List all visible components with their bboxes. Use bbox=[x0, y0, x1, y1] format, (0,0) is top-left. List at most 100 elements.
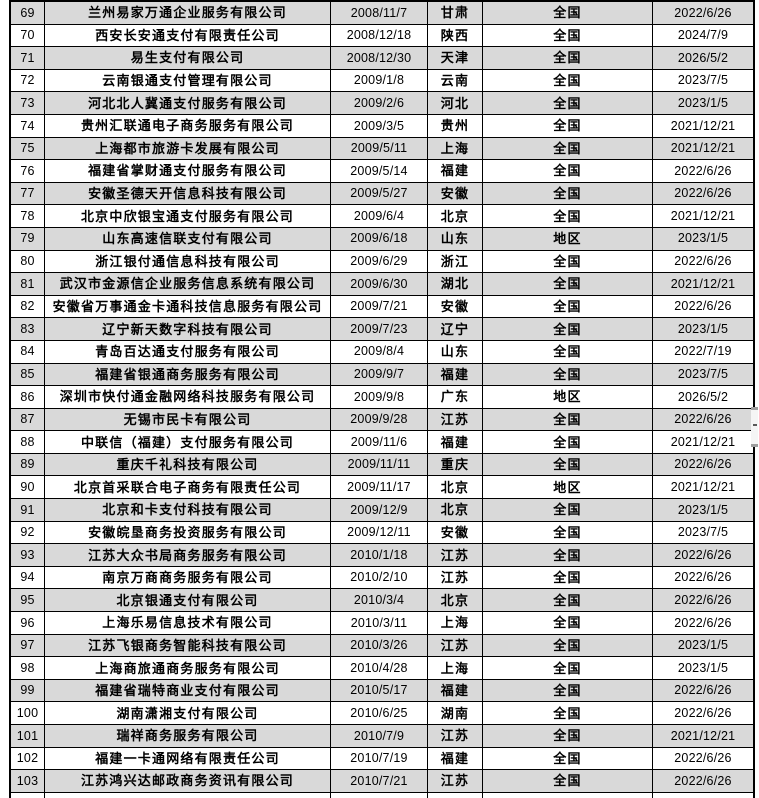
table-row: 87 无锡市民卡有限公司 2009/9/28 江苏 全国 2022/6/26 bbox=[11, 408, 753, 432]
cell-business-scope: 全国 bbox=[483, 634, 653, 658]
cell-license-date: 2009/5/14 bbox=[331, 160, 428, 183]
cell-row-number: 101 bbox=[11, 725, 45, 748]
cell-expiry-date: 2021/12/21 bbox=[653, 115, 753, 138]
cell-license-date: 2009/9/28 bbox=[331, 408, 428, 432]
cell-row-number: 80 bbox=[11, 250, 45, 274]
cell-row-number: 82 bbox=[11, 295, 45, 319]
cell-license-date: 2009/6/18 bbox=[331, 227, 428, 251]
cell-row-number: 90 bbox=[11, 476, 45, 500]
cell-license-date: 2009/5/27 bbox=[331, 182, 428, 206]
table-row: 96 上海乐易信息技术有限公司 2010/3/11 上海 全国 2022/6/26 bbox=[11, 612, 753, 635]
cell-business-scope: 全国 bbox=[483, 250, 653, 274]
cell-company-name: 北京中欣银宝通支付服务有限公司 bbox=[45, 205, 331, 228]
cell-license-date: 2009/2/6 bbox=[331, 92, 428, 115]
table-row: 103 江苏鸿兴达邮政商务资讯有限公司 2010/7/21 江苏 全国 2022/6/26 bbox=[11, 770, 753, 793]
cell-province: 安徽 bbox=[428, 521, 483, 545]
table-row: 93 江苏大众书局商务服务有限公司 2010/1/18 江苏 全国 2022/6/26 bbox=[11, 544, 753, 567]
cell-row-number: 97 bbox=[11, 634, 45, 658]
cell-company-name: 福建省掌财通支付服务有限公司 bbox=[45, 160, 331, 183]
cell-expiry-date: 2023/1/5 bbox=[653, 318, 753, 341]
table-row: 73 河北北人冀通支付服务有限公司 2009/2/6 河北 全国 2023/1/5 bbox=[11, 92, 753, 115]
table-row: 97 江苏飞银商务智能科技有限公司 2010/3/26 江苏 全国 2023/1/5 bbox=[11, 634, 753, 658]
table-row: 77 安徽圣德天开信息科技有限公司 2009/5/27 安徽 全国 2022/6/26 bbox=[11, 182, 753, 206]
table-row: 100 湖南潇湘支付有限公司 2010/6/25 湖南 全国 2022/6/26 bbox=[11, 702, 753, 725]
cell-expiry-date: 2024/7/9 bbox=[653, 25, 753, 48]
cell-expiry-date: 2026/5/2 bbox=[653, 47, 753, 70]
table-row: 80 浙江银付通信息科技有限公司 2009/6/29 浙江 全国 2022/6/26 bbox=[11, 250, 753, 274]
cell-company-name: 无锡市民卡有限公司 bbox=[45, 408, 331, 432]
cell-company-name: 北京首采联合电子商务有限责任公司 bbox=[45, 476, 331, 500]
cell-business-scope: 全国 bbox=[483, 114, 653, 138]
cell-expiry-date: 2021/12/21 bbox=[653, 273, 753, 296]
cell-company-name: 云南银通支付管理有限公司 bbox=[45, 69, 331, 93]
cell-expiry-date: 2021/12/21 bbox=[653, 138, 753, 161]
cell-license-date: 2009/11/17 bbox=[331, 476, 428, 500]
cell-license-date: 2010/3/11 bbox=[331, 612, 428, 635]
cell-company-name: 江苏大众书局商务服务有限公司 bbox=[45, 544, 331, 567]
cell-province: 河北 bbox=[428, 92, 483, 115]
cell-expiry-date: 2022/6/26 bbox=[653, 770, 753, 793]
cell-row-number: 69 bbox=[11, 2, 45, 25]
cell-row-number: 84 bbox=[11, 340, 45, 364]
cell-row-number: 93 bbox=[11, 544, 45, 567]
cell-row-number: 72 bbox=[11, 69, 45, 93]
cell-license-date: 2010/7/19 bbox=[331, 747, 428, 771]
cell-province: 广东 bbox=[428, 386, 483, 409]
cell-company-name: 安徽圣德天开信息科技有限公司 bbox=[45, 182, 331, 206]
cell-province: 陕西 bbox=[428, 24, 483, 48]
cell-row-number: 94 bbox=[11, 566, 45, 590]
cell-row-number: 103 bbox=[11, 770, 45, 793]
cell-expiry-date: 2022/6/26 bbox=[653, 2, 753, 25]
table-row: 102 福建一卡通网络有限责任公司 2010/7/19 福建 全国 2022/6/26 bbox=[11, 747, 753, 771]
table-row: 82 安徽省万事通金卡通科技信息服务有限公司 2009/7/21 安徽 全国 2022/6… bbox=[11, 295, 753, 319]
cell-row-number: 73 bbox=[11, 92, 45, 115]
cell-row-number: 83 bbox=[11, 318, 45, 341]
cell-expiry-date bbox=[653, 793, 753, 798]
cell-company-name: 重庆千礼科技有限公司 bbox=[45, 453, 331, 477]
cell-license-date: 2009/5/11 bbox=[331, 137, 428, 161]
table-row: 98 上海商旅通商务服务有限公司 2010/4/28 上海 全国 2023/1/5 bbox=[11, 657, 753, 680]
cell-business-scope: 全国 bbox=[483, 725, 653, 748]
cell-expiry-date: 2022/6/26 bbox=[653, 454, 753, 477]
cell-license-date bbox=[331, 792, 428, 798]
cell-expiry-date: 2022/6/26 bbox=[653, 296, 753, 319]
cell-province: 安徽 bbox=[428, 295, 483, 319]
cell-row-number: 95 bbox=[11, 589, 45, 613]
cell-business-scope: 全国 bbox=[483, 431, 653, 454]
cell-province: 江苏 bbox=[428, 566, 483, 590]
cell-province: 江苏 bbox=[428, 408, 483, 432]
table-row: 70 西安长安通支付有限责任公司 2008/12/18 陕西 全国 2024/7/9 bbox=[11, 24, 753, 48]
cell-license-date: 2009/9/8 bbox=[331, 386, 428, 409]
cell-business-scope: 全国 bbox=[483, 566, 653, 590]
cell-company-name: 安徽省万事通金卡通科技信息服务有限公司 bbox=[45, 295, 331, 319]
cell-license-date: 2008/12/30 bbox=[331, 47, 428, 70]
cell-business-scope: 地区 bbox=[483, 386, 653, 409]
cell-license-date: 2009/12/9 bbox=[331, 499, 428, 522]
scrollbar-dash-top[interactable] bbox=[751, 407, 758, 410]
cell-expiry-date: 2023/7/5 bbox=[653, 364, 753, 387]
cell-license-date: 2009/6/30 bbox=[331, 273, 428, 296]
cell-business-scope: 全国 bbox=[483, 408, 653, 432]
cell-expiry-date: 2022/6/26 bbox=[653, 160, 753, 183]
table-row: 84 青岛百达通支付服务有限公司 2009/8/4 山东 全国 2022/7/19 bbox=[11, 340, 753, 364]
cell-row-number: 87 bbox=[11, 408, 45, 432]
cell-license-date: 2010/2/10 bbox=[331, 566, 428, 590]
scrollbar-dash-bottom[interactable] bbox=[751, 444, 758, 447]
cell-row-number: 89 bbox=[11, 453, 45, 477]
cell-province: 福建 bbox=[428, 679, 483, 703]
table-row: 76 福建省掌财通支付服务有限公司 2009/5/14 福建 全国 2022/6/26 bbox=[11, 160, 753, 183]
table-row: 90 北京首采联合电子商务有限责任公司 2009/11/17 北京 地区 2021/12/… bbox=[11, 476, 753, 500]
cell-company-name: 安徽皖垦商务投资服务有限公司 bbox=[45, 521, 331, 545]
cell-license-date: 2009/7/23 bbox=[331, 318, 428, 341]
cell-province: 江苏 bbox=[428, 634, 483, 658]
cell-province: 上海 bbox=[428, 612, 483, 635]
cell-expiry-date: 2022/6/26 bbox=[653, 748, 753, 771]
cell-expiry-date: 2022/6/26 bbox=[653, 183, 753, 206]
cell-company-name: 河北北人冀通支付服务有限公司 bbox=[45, 92, 331, 115]
cell-expiry-date: 2021/12/21 bbox=[653, 431, 753, 454]
scrollbar-track[interactable] bbox=[751, 409, 758, 445]
cell-row-number: 85 bbox=[11, 363, 45, 387]
cell-province: 安徽 bbox=[428, 182, 483, 206]
cell-province: 重庆 bbox=[428, 453, 483, 477]
cell-business-scope: 地区 bbox=[483, 476, 653, 500]
